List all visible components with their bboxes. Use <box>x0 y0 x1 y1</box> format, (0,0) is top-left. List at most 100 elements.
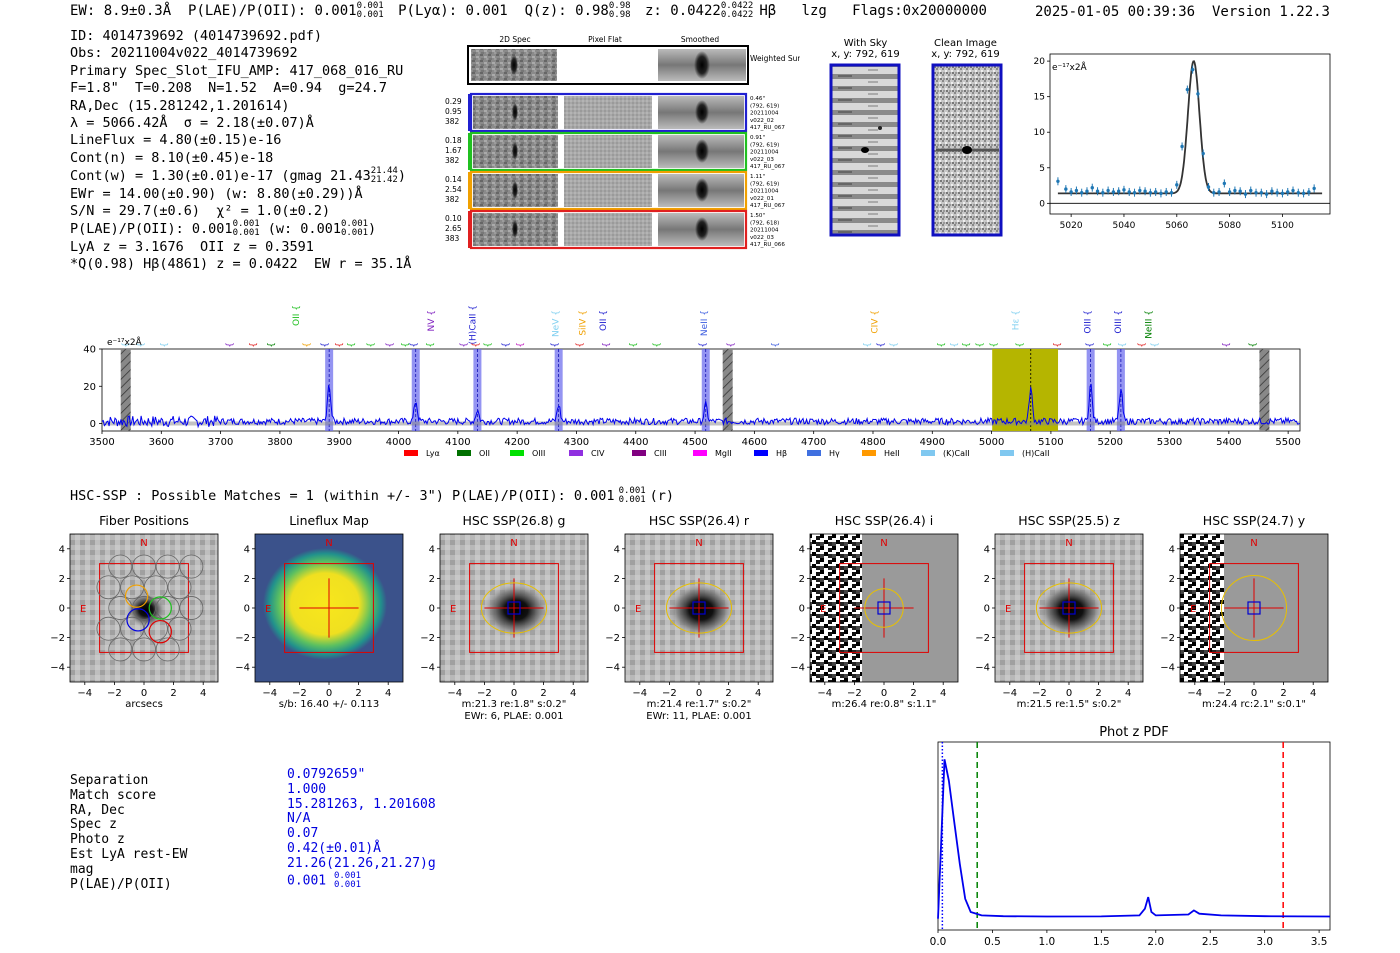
x-tick-label: 2 <box>910 688 916 699</box>
fit-point <box>1095 189 1100 193</box>
x-tick-label: 1.5 <box>1093 936 1110 948</box>
north-label: N <box>1250 538 1257 549</box>
fit-point <box>1222 181 1227 186</box>
legend-label: CIV <box>591 449 605 458</box>
x-tick-label: −2 <box>662 688 677 699</box>
fit-point <box>1064 187 1068 191</box>
info-plae: P(LAE)/P(OII): 0.0010.001 0.001 (w: 0.001… <box>70 219 377 239</box>
panel-title: HSC SSP(25.5) z <box>1018 513 1120 528</box>
x-tick-label: 4600 <box>742 437 767 448</box>
line-label: Hε { <box>1011 310 1021 330</box>
flags-value: Flags:0x20000000 <box>852 3 987 19</box>
line-label: (H)CaII { <box>469 305 479 345</box>
fit-point <box>1206 185 1211 189</box>
x-tick-label: 2 <box>170 688 176 699</box>
x-tick-label: 4 <box>1125 688 1131 699</box>
y-tick-label: 4 <box>614 544 620 555</box>
info-contn: Cont(n) = 8.10(±0.45)e-18 <box>70 149 274 166</box>
legend-label: OIII <box>532 449 545 458</box>
panel-caption-2: EWr: 6, PLAE: 0.001 <box>464 711 563 722</box>
fit-point <box>1143 189 1147 193</box>
fit-point <box>1243 192 1248 196</box>
y-tick-label: 4 <box>429 544 435 555</box>
x-tick-label: −4 <box>632 688 647 699</box>
legend-swatch <box>921 450 935 456</box>
x-tick-label: 4900 <box>920 437 945 448</box>
x-tick-label: 4 <box>755 688 761 699</box>
x-tick-label: 2.0 <box>1147 936 1164 948</box>
legend-label: HeII <box>884 449 900 458</box>
cutout-right-label: 20211004 <box>750 228 779 234</box>
info-radec: RA,Dec (15.281242,1.201614) <box>70 97 290 114</box>
cutout-panel: N E 4 2 0 −2 −4 −4 −2 0 2 4 s/b: 16.40 +/- 0.113 <box>235 533 404 710</box>
photz-curve <box>937 759 1331 919</box>
legend-swatch <box>632 450 646 456</box>
y-tick-label: −4 <box>790 663 805 674</box>
x-tick-label: 3700 <box>208 437 233 448</box>
y-tick-label: −2 <box>605 633 620 644</box>
x-tick-label: 4 <box>1310 688 1316 699</box>
y-tick-label: 0 <box>799 604 805 615</box>
y-tick-label: −4 <box>975 663 990 674</box>
x-tick-label: 4800 <box>860 437 885 448</box>
y-tick-label: 0 <box>1039 199 1045 209</box>
y-tick-label: 2 <box>429 574 435 585</box>
line-label: OII { <box>599 310 609 331</box>
fit-point <box>1238 189 1242 193</box>
x-tick-label: −4 <box>447 688 462 699</box>
fit-point <box>1101 190 1105 195</box>
x-tick-label: 0.0 <box>930 936 947 948</box>
east-label: E <box>80 604 86 615</box>
fit-point <box>1291 188 1295 193</box>
x-tick-label: 2.5 <box>1202 936 1219 948</box>
panel-title: HSC SSP(24.7) y <box>1203 513 1306 528</box>
timestamp: 2025-01-05 00:39:36 <box>1034 4 1196 20</box>
x-tick-label: 5400 <box>1216 437 1241 448</box>
line-fit-units: e⁻¹⁷x2Å <box>1052 61 1088 73</box>
x-tick-label: 4 <box>200 688 206 699</box>
y-tick-label: 10 <box>1034 128 1046 138</box>
y-tick-label: 2 <box>59 574 65 585</box>
qz-value: Q(z): 0.98 <box>524 3 609 19</box>
fit-point <box>1111 190 1116 194</box>
cutout-right-label: (792, 619) <box>750 181 779 187</box>
cutout-right-label: 0.46" <box>750 96 765 102</box>
photz-frame <box>937 741 1331 931</box>
aperture-box <box>654 563 744 653</box>
x-tick-label: −2 <box>477 688 492 699</box>
legend-label: Lyα <box>426 449 440 458</box>
x-tick-label: 4200 <box>504 437 529 448</box>
x-tick-label: 3.5 <box>1311 936 1328 948</box>
fit-point <box>1296 190 1301 195</box>
fit-point <box>1190 67 1195 72</box>
cutout-left-label: 0.18 <box>445 136 462 145</box>
y-tick-label: 2 <box>984 574 990 585</box>
x-tick-label: −2 <box>107 688 122 699</box>
y-tick-label: 20 <box>1034 57 1046 67</box>
fit-point <box>1116 189 1121 193</box>
cutout-left-label: 0.29 <box>445 97 462 106</box>
east-label: E <box>1005 604 1011 615</box>
col-2dspec: 2D Spec <box>499 35 530 44</box>
fit-point <box>1148 190 1153 195</box>
galaxy-blob <box>1037 582 1105 638</box>
legend-label: (K)CaII <box>943 449 970 458</box>
y-tick-label: 20 <box>83 382 96 393</box>
cutout-right-label: v022_03 <box>750 235 774 241</box>
cutout-pixelflat <box>564 96 652 129</box>
line-label: OIII { <box>1114 310 1124 334</box>
match-marker <box>507 601 521 615</box>
legend-label: Hγ <box>829 449 840 458</box>
fit-point <box>1127 190 1131 194</box>
fit-point <box>1180 144 1184 149</box>
fit-point <box>1079 190 1084 195</box>
x-tick-label: 5080 <box>1218 221 1241 231</box>
x-tick-label: −2 <box>1217 688 1232 699</box>
y-tick-label: 4 <box>244 544 250 555</box>
cutout-pixelflat <box>564 135 652 168</box>
y-tick-label: 4 <box>1169 544 1175 555</box>
x-tick-label: 5060 <box>1165 221 1188 231</box>
legend-label: Hβ <box>776 449 787 458</box>
